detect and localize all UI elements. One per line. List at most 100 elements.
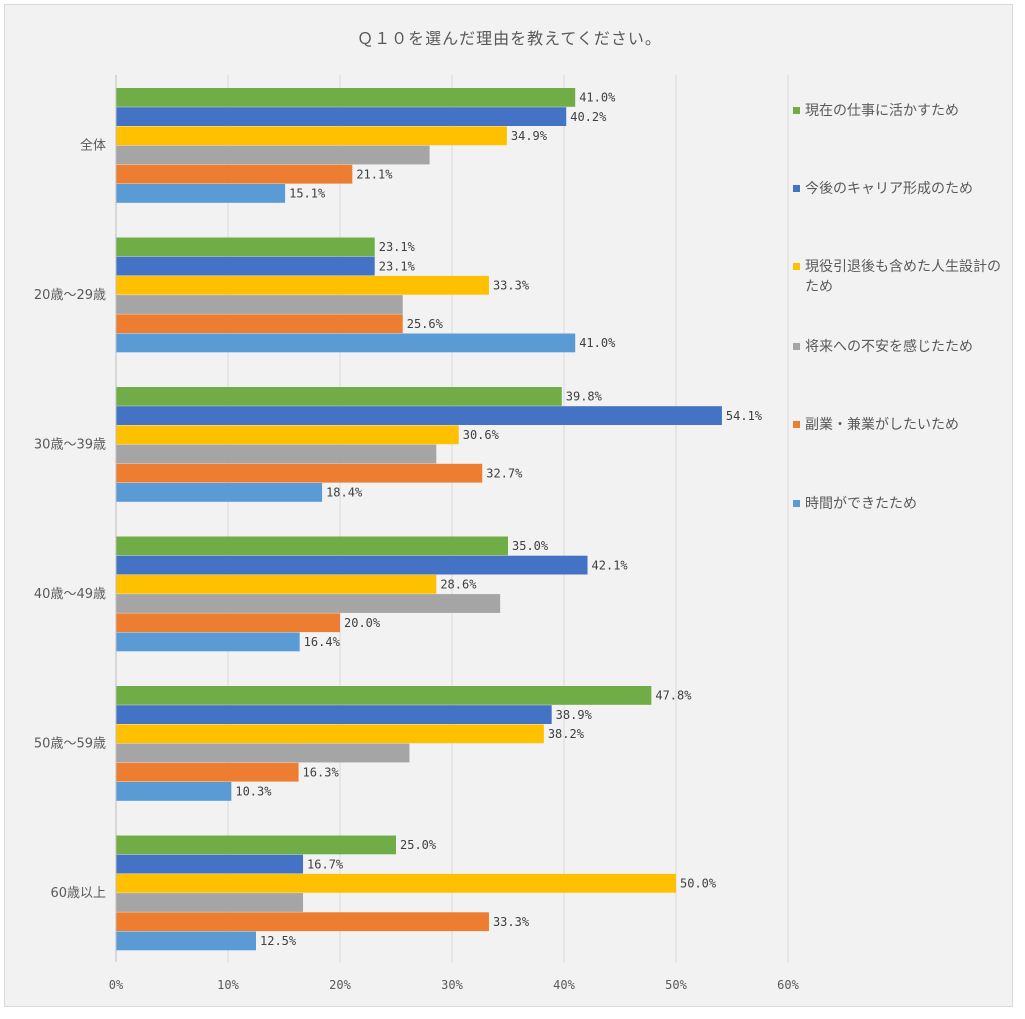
category-label: 30歳～39歳 xyxy=(34,438,106,453)
bar xyxy=(116,724,544,744)
bar xyxy=(116,126,507,146)
bar xyxy=(116,743,410,763)
data-label: 39.8% xyxy=(566,390,603,404)
category-label: 20歳～29歳 xyxy=(34,288,106,303)
data-label: 35.0% xyxy=(512,539,549,553)
legend-item: 副業・兼業がしたいため xyxy=(793,415,1008,494)
chart-plot: 41.0% 40.2% 34.9% 21.1% 15.1% 全体 23.1% 23.1% 33.… xyxy=(34,75,800,992)
data-label: 18.4% xyxy=(326,486,363,500)
bar xyxy=(116,256,375,276)
bar xyxy=(116,912,489,932)
bar xyxy=(116,463,483,483)
bar xyxy=(116,107,567,126)
legend-swatch xyxy=(793,421,800,428)
bar xyxy=(116,88,576,107)
legend-label: 時間ができたため xyxy=(805,496,917,512)
bar xyxy=(116,164,353,184)
category-label: 全体 xyxy=(80,138,106,154)
chart-title: Ｑ１０を選んだ理由を教えてください。 xyxy=(357,29,662,48)
data-label: 28.6% xyxy=(440,578,477,592)
legend: 現在の仕事に活かすため 今後のキャリア形成のため現役引退後も含めた人生設計のため将… xyxy=(793,101,1008,554)
bar xyxy=(116,893,304,912)
bar xyxy=(116,145,430,165)
bar xyxy=(116,613,340,633)
legend-swatch xyxy=(793,500,800,507)
data-label: 41.0% xyxy=(579,91,616,105)
data-label: 41.0% xyxy=(579,336,616,350)
data-label: 23.1% xyxy=(379,259,416,273)
bar xyxy=(116,782,232,801)
data-label: 38.2% xyxy=(548,727,585,741)
data-label: 38.9% xyxy=(556,708,593,722)
data-label: 10.3% xyxy=(235,785,272,799)
legend-label: 現在の仕事に活かすため xyxy=(805,103,959,119)
bar xyxy=(116,406,722,425)
data-label: 23.1% xyxy=(379,240,416,254)
legend-swatch xyxy=(793,263,800,270)
data-label: 54.1% xyxy=(726,409,763,423)
bar xyxy=(116,333,576,353)
category-label: 60歳以上 xyxy=(50,886,106,901)
category-label: 40歳～49歳 xyxy=(34,587,106,602)
data-label: 40.2% xyxy=(570,110,607,124)
bar xyxy=(116,705,552,724)
legend-item: 現役引退後も含めた人生設計のため xyxy=(793,257,1008,337)
legend-label: 今後のキャリア形成のため xyxy=(805,181,973,197)
bar xyxy=(116,762,299,782)
x-tick-label: 10% xyxy=(217,978,239,992)
data-label: 25.6% xyxy=(407,317,444,331)
x-tick-label: 60% xyxy=(777,978,799,992)
data-label: 47.8% xyxy=(655,689,692,703)
legend-swatch xyxy=(793,107,800,114)
data-label: 32.7% xyxy=(486,466,523,480)
data-label: 42.1% xyxy=(592,558,629,572)
bar xyxy=(116,536,508,556)
bar xyxy=(116,555,588,575)
x-tick-label: 40% xyxy=(553,978,575,992)
bar xyxy=(116,632,300,652)
bar xyxy=(116,184,286,203)
bar xyxy=(116,854,304,874)
data-label: 25.0% xyxy=(400,838,437,852)
bar xyxy=(116,425,459,445)
x-tick-label: 0% xyxy=(109,978,124,992)
bar xyxy=(116,835,396,855)
x-tick-label: 30% xyxy=(441,978,463,992)
bar xyxy=(116,444,437,464)
data-label: 33.3% xyxy=(493,279,530,293)
chart-frame: Ｑ１０を選んだ理由を教えてください。 41.0% 40.2% 34.9% 21.1% 1… xyxy=(4,4,1013,1007)
legend-item: 将来への不安を感じたため xyxy=(793,337,1008,415)
data-label: 33.3% xyxy=(493,915,530,929)
data-label: 50.0% xyxy=(680,877,717,891)
bar xyxy=(116,275,489,295)
x-tick-label: 50% xyxy=(665,978,687,992)
bar xyxy=(116,931,256,951)
legend-swatch xyxy=(793,343,800,350)
data-label: 21.1% xyxy=(356,167,393,181)
bar xyxy=(116,686,652,705)
data-label: 15.1% xyxy=(289,187,326,201)
legend-label: 副業・兼業がしたいため xyxy=(805,417,959,433)
bar xyxy=(116,387,562,406)
data-label: 12.5% xyxy=(260,934,297,948)
bar xyxy=(116,314,403,334)
data-label: 20.0% xyxy=(344,616,381,630)
legend-label: 将来への不安を感じたため xyxy=(805,339,973,355)
bar xyxy=(116,594,501,613)
bar xyxy=(116,873,676,893)
x-tick-label: 20% xyxy=(329,978,351,992)
bar xyxy=(116,483,323,502)
legend-swatch xyxy=(793,185,800,192)
data-label: 16.3% xyxy=(303,765,340,779)
data-label: 30.6% xyxy=(463,428,500,442)
category-label: 50歳～59歳 xyxy=(34,737,106,752)
data-label: 34.9% xyxy=(511,129,548,143)
bar xyxy=(116,295,403,314)
legend-item: 時間ができたため xyxy=(793,494,1008,554)
legend-item: 現在の仕事に活かすため xyxy=(793,101,1008,179)
bar xyxy=(116,574,437,594)
legend-label: 現役引退後も含めた人生設計のため xyxy=(805,259,1001,295)
legend-item: 今後のキャリア形成のため xyxy=(793,179,1008,257)
data-label: 16.7% xyxy=(307,857,344,871)
bar xyxy=(116,237,375,257)
